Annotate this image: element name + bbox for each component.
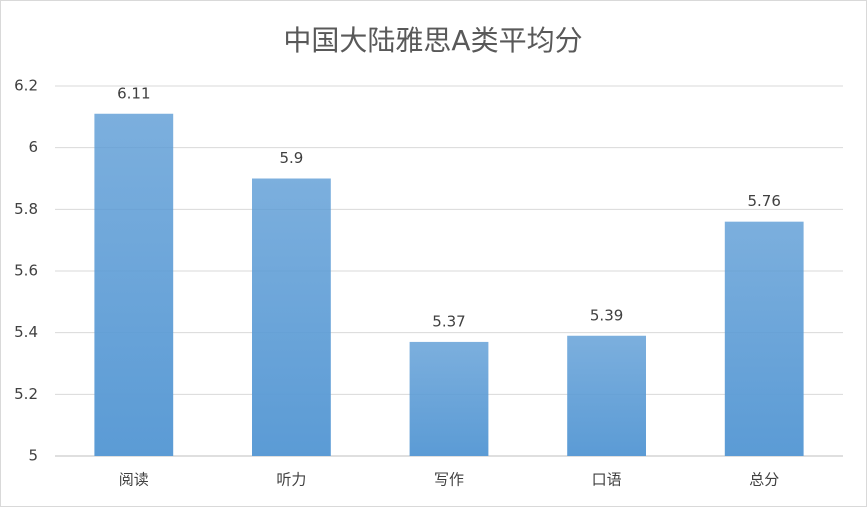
data-label: 5.9 [279,149,303,167]
data-label: 5.39 [590,306,623,324]
x-tick-label: 阅读 [119,471,149,489]
data-label: 6.11 [117,84,150,102]
bar [724,221,804,456]
y-tick-label: 5.4 [14,323,38,341]
bar [409,341,489,456]
y-tick-label: 5.8 [14,200,38,218]
x-tick-label: 听力 [276,471,306,489]
bar [94,113,174,456]
y-tick-label: 5 [28,447,38,465]
bar [567,335,646,456]
data-label: 5.76 [747,192,780,210]
y-tick-label: 6.2 [14,77,38,95]
x-tick-label: 写作 [434,471,464,489]
x-tick-label: 口语 [592,471,622,489]
y-tick-label: 5.6 [14,262,38,280]
data-label: 5.37 [432,312,465,330]
chart-title: 中国大陆雅思A类平均分 [283,24,582,57]
y-tick-label: 5.2 [14,385,38,403]
y-tick-label: 6 [28,138,38,156]
bar [252,178,331,456]
x-tick-label: 总分 [749,471,779,489]
